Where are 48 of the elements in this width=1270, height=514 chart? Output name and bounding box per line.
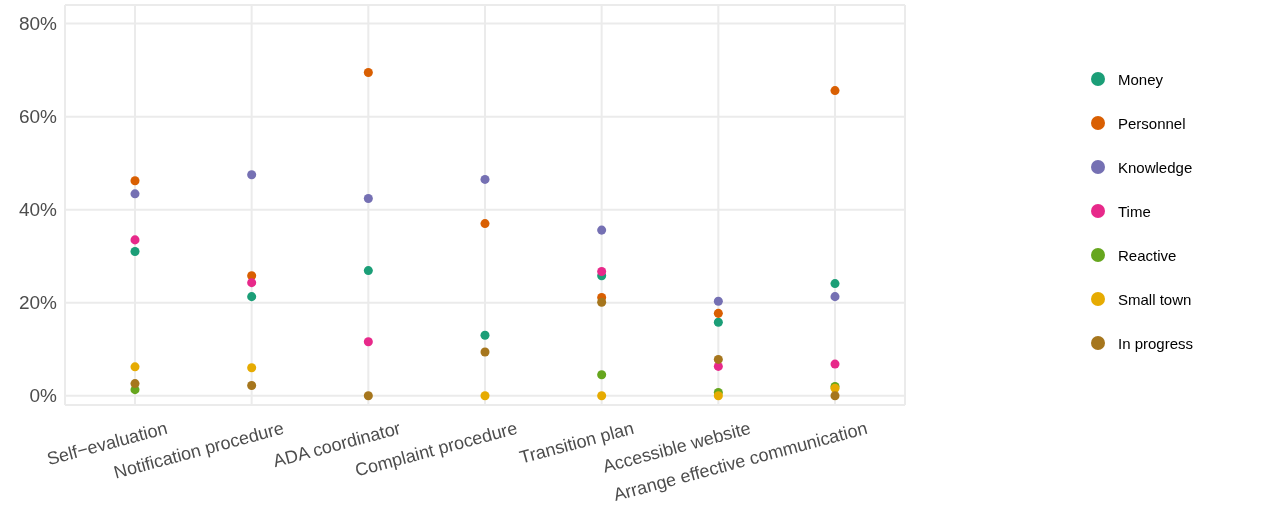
point bbox=[830, 86, 840, 96]
point bbox=[830, 391, 840, 401]
point bbox=[247, 363, 257, 373]
point bbox=[363, 193, 373, 203]
point bbox=[480, 391, 490, 401]
point bbox=[713, 317, 723, 327]
y-tick-label: 40% bbox=[18, 199, 58, 221]
legend-label: Time bbox=[1118, 202, 1151, 220]
point bbox=[713, 308, 723, 318]
y-tick-label: 60% bbox=[18, 106, 58, 128]
point bbox=[130, 362, 140, 372]
y-tick-label: 20% bbox=[18, 292, 58, 314]
point bbox=[130, 379, 140, 389]
point bbox=[480, 347, 490, 357]
point bbox=[597, 225, 607, 235]
point bbox=[597, 267, 607, 277]
point bbox=[830, 292, 840, 302]
point bbox=[713, 354, 723, 364]
point bbox=[363, 391, 373, 401]
point bbox=[597, 391, 607, 401]
legend-label: Reactive bbox=[1118, 246, 1177, 264]
point bbox=[130, 176, 140, 186]
point bbox=[247, 380, 257, 390]
point bbox=[130, 189, 140, 199]
point bbox=[713, 391, 723, 401]
point bbox=[480, 174, 490, 184]
point bbox=[363, 337, 373, 347]
point bbox=[830, 279, 840, 289]
point bbox=[713, 296, 723, 306]
legend-label: Knowledge bbox=[1118, 158, 1193, 176]
point bbox=[597, 370, 607, 380]
point bbox=[247, 292, 257, 302]
point bbox=[363, 67, 373, 77]
point bbox=[480, 330, 490, 340]
point bbox=[130, 247, 140, 257]
point bbox=[130, 235, 140, 245]
legend-label: Personnel bbox=[1118, 114, 1186, 132]
point bbox=[247, 278, 257, 288]
legend-label: In progress bbox=[1118, 334, 1194, 352]
point bbox=[597, 297, 607, 307]
y-tick-label: 80% bbox=[18, 13, 58, 35]
y-tick-label: 0% bbox=[29, 385, 58, 407]
point bbox=[363, 266, 373, 276]
point bbox=[830, 359, 840, 369]
point bbox=[247, 170, 257, 180]
legend-label: Small town bbox=[1118, 290, 1192, 308]
legend-label: Money bbox=[1118, 70, 1164, 88]
point bbox=[480, 219, 490, 229]
